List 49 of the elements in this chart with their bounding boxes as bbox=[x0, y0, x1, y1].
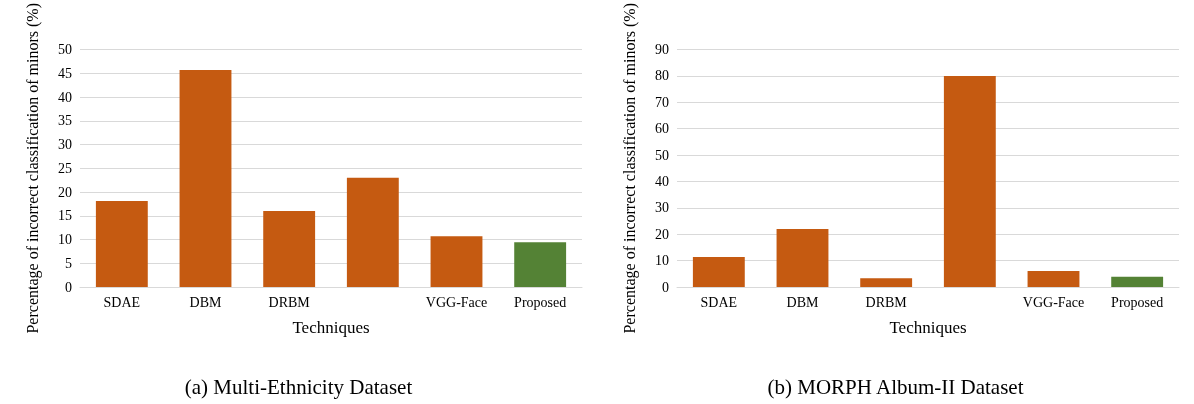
x-tick-label: SDAE bbox=[700, 294, 738, 310]
y-tick-label: 80 bbox=[655, 68, 669, 84]
y-tick-label: 5 bbox=[65, 255, 72, 271]
y-axis-title: Percentage of incorrect classification of minors (%) bbox=[24, 3, 42, 334]
bar bbox=[1111, 276, 1164, 287]
bar bbox=[263, 211, 316, 287]
y-tick-label: 30 bbox=[655, 200, 669, 216]
y-tick-label: 20 bbox=[58, 184, 72, 200]
x-tick-label: Proposed bbox=[1111, 294, 1164, 310]
y-tick-label: 60 bbox=[655, 121, 669, 137]
x-tick-label: DRBM bbox=[865, 294, 908, 310]
bar bbox=[860, 278, 913, 287]
bar bbox=[430, 236, 483, 287]
text: (a) Multi-Ethnicity Dataset bbox=[184, 374, 413, 399]
bar bbox=[943, 75, 996, 287]
y-tick-label: 70 bbox=[655, 94, 669, 110]
x-tick-label: VGG-Face bbox=[425, 294, 488, 310]
x-tick-label: DRBM bbox=[268, 294, 311, 310]
y-tick-label: 30 bbox=[58, 137, 72, 153]
x-axis-title: Techniques bbox=[292, 318, 370, 337]
x-tick-label: VGG-Face bbox=[1022, 294, 1085, 310]
bar bbox=[95, 201, 148, 287]
bar bbox=[179, 69, 232, 287]
x-tick-label: SDAE bbox=[103, 294, 141, 310]
x-axis-title: Techniques bbox=[889, 318, 967, 337]
y-tick-label: 20 bbox=[655, 226, 669, 242]
y-tick-label: 10 bbox=[58, 232, 72, 248]
x-tick-label: DBM bbox=[189, 294, 222, 310]
y-tick-label: 40 bbox=[655, 173, 669, 189]
y-tick-label: 45 bbox=[58, 65, 72, 81]
bar bbox=[1027, 270, 1080, 287]
y-tick-label: 90 bbox=[655, 42, 669, 58]
y-tick-label: 25 bbox=[58, 160, 72, 176]
y-tick-label: 10 bbox=[655, 253, 669, 269]
text: (b) MORPH Album-II Dataset bbox=[767, 374, 1024, 399]
y-tick-label: 0 bbox=[662, 279, 669, 295]
x-tick-label: DBM bbox=[786, 294, 819, 310]
bar bbox=[346, 177, 399, 287]
y-tick-label: 40 bbox=[58, 89, 72, 105]
y-tick-label: 15 bbox=[58, 208, 72, 224]
y-tick-label: 0 bbox=[65, 279, 72, 295]
y-tick-label: 35 bbox=[58, 113, 72, 129]
y-tick-label: 50 bbox=[655, 147, 669, 163]
bar bbox=[776, 228, 829, 287]
x-tick-label: Proposed bbox=[514, 294, 567, 310]
y-axis-title: Percentage of incorrect classification of minors (%) bbox=[621, 3, 639, 334]
bar bbox=[692, 256, 745, 287]
bar bbox=[514, 242, 567, 287]
y-tick-label: 50 bbox=[58, 42, 72, 58]
